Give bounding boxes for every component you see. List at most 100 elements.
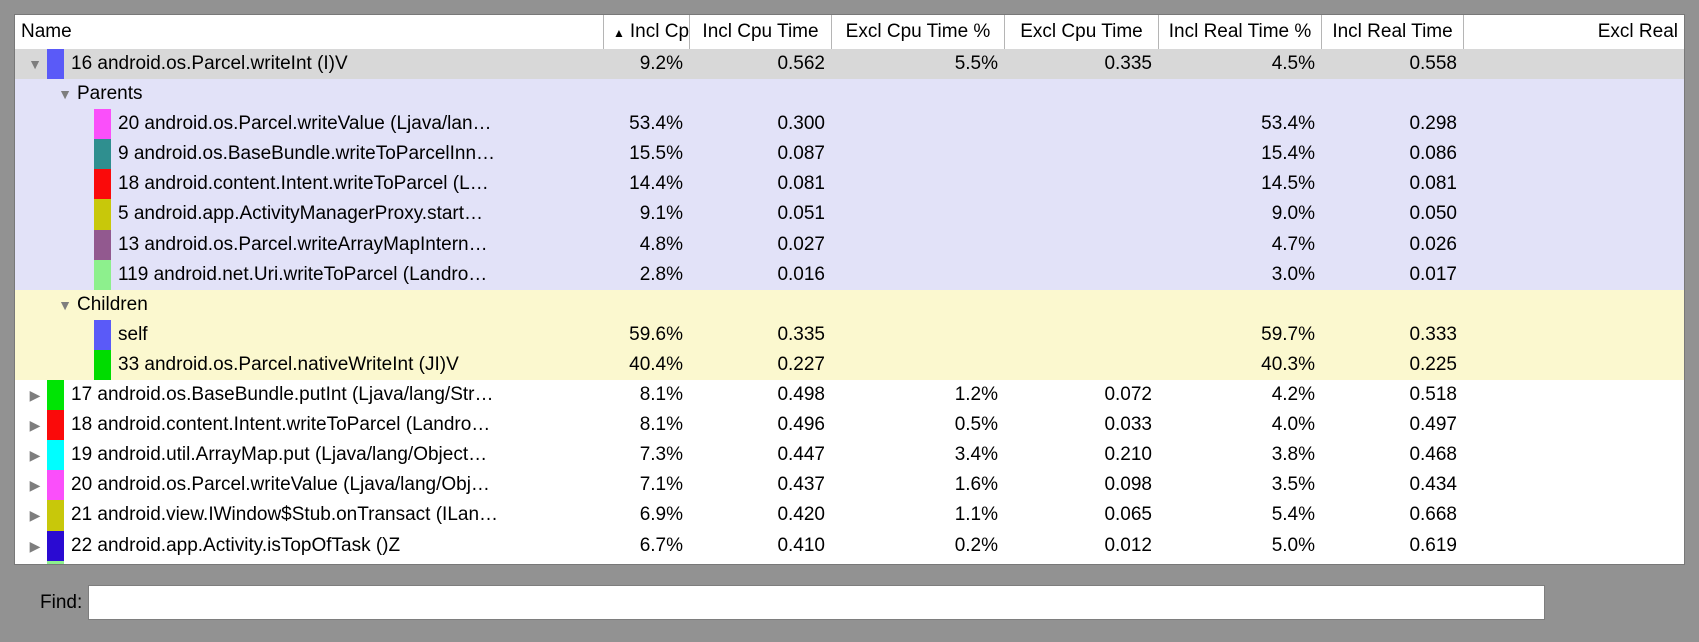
value-cell: 0.227 — [777, 353, 825, 375]
collapse-triangle-icon[interactable]: ▼ — [58, 296, 72, 313]
value-cell — [831, 79, 1004, 109]
name-cell: ▶ 22 android.app.Activity.isTopOfTask ()Z — [15, 530, 603, 561]
value-cell: 0.668 — [1409, 504, 1457, 526]
table-row[interactable]: ▶ 22 android.app.Activity.isTopOfTask ()Z… — [15, 530, 1684, 561]
column-header-label: Incl Real Time % — [1168, 21, 1312, 42]
method-name: 16 android.os.Parcel.writeInt (I)V — [71, 53, 348, 74]
expand-triangle-icon[interactable]: ▶ — [29, 387, 41, 404]
value-cell — [1004, 260, 1158, 290]
value-cell — [1463, 470, 1469, 500]
expand-triangle-icon[interactable]: ▶ — [29, 477, 41, 494]
value-cell — [1004, 199, 1158, 229]
find-input[interactable] — [88, 585, 1545, 620]
value-cell: 0.072 — [1104, 384, 1152, 406]
value-cell — [831, 109, 1004, 139]
method-name: 22 android.app.Activity.isTopOfTask ()Z — [71, 534, 401, 556]
value-cell — [1463, 199, 1469, 229]
value-cell — [1004, 320, 1158, 350]
table-row[interactable]: ▶ 19 android.util.ArrayMap.put (Ljava/lan… — [15, 440, 1684, 471]
table-row[interactable]: 13 android.os.Parcel.writeArrayMapIntern… — [15, 229, 1684, 260]
method-name: 20 android.os.Parcel.writeValue (Ljava/l… — [118, 113, 492, 135]
value-cell — [1463, 440, 1469, 470]
table-row[interactable]: 18 android.content.Intent.writeToParcel … — [15, 169, 1684, 200]
value-cell: 0.410 — [777, 534, 825, 556]
sort-ascending-icon: ▲ — [613, 26, 625, 40]
expand-triangle-icon[interactable]: ▶ — [29, 447, 41, 464]
method-color-swatch — [94, 139, 111, 170]
value-cell — [1004, 290, 1158, 320]
value-cell: 8.1% — [639, 414, 683, 436]
value-cell: 3.5% — [1271, 474, 1315, 496]
table-row[interactable]: 119 android.net.Uri.writeToParcel (Landr… — [15, 259, 1684, 290]
section-row-children[interactable]: ▼ Children — [15, 289, 1684, 320]
value-cell — [603, 561, 689, 564]
value-cell — [1463, 139, 1469, 169]
indent-spacer — [23, 320, 94, 350]
table-row[interactable]: 20 android.os.Parcel.writeValue (Ljava/l… — [15, 109, 1684, 140]
value-cell: 14.4% — [629, 173, 683, 195]
indent-spacer — [23, 230, 94, 260]
value-cell — [1463, 531, 1469, 561]
column-header-excl-real[interactable]: Excl Real — [1463, 15, 1684, 49]
table-row[interactable]: ▶ 17 android.os.BaseBundle.putInt (Ljava/… — [15, 380, 1684, 411]
value-cell: 0.012 — [1104, 534, 1152, 556]
method-name: 19 android.util.ArrayMap.put (Ljava/lang… — [71, 444, 488, 466]
column-header-excl-cpu-time-[interactable]: Excl Cpu Time % — [831, 15, 1004, 49]
table-row[interactable]: ▶ 21 android.view.IWindow$Stub.onTransact… — [15, 500, 1684, 531]
section-label: Children — [77, 293, 148, 315]
table-row[interactable]: 9 android.os.BaseBundle.writeToParcelInn… — [15, 139, 1684, 170]
expand-triangle-icon[interactable] — [23, 561, 47, 564]
table-row[interactable]: ▼ 16 android.os.Parcel.writeInt (I)V 9.2% 0… — [15, 49, 1684, 80]
section-row-parents[interactable]: ▼ Parents — [15, 79, 1684, 110]
name-cell: ▶ 21 android.view.IWindow$Stub.onTransact… — [15, 500, 603, 531]
value-cell — [1158, 561, 1321, 564]
value-cell: 0.447 — [777, 444, 825, 466]
table-row[interactable]: 33 android.os.Parcel.nativeWriteInt (JI)… — [15, 349, 1684, 381]
expand-triangle-icon[interactable]: ▶ — [29, 537, 41, 554]
column-header-incl-cpu-time[interactable]: Incl Cpu Time — [689, 15, 831, 49]
indent-spacer — [23, 290, 53, 320]
value-cell: 0.081 — [777, 173, 825, 195]
table-row[interactable] — [15, 560, 1684, 564]
value-cell: 53.4% — [1261, 113, 1315, 135]
table-row[interactable]: self 59.6% 0.335 59.7% 0.333 — [15, 319, 1684, 350]
value-cell: 40.4% — [629, 353, 683, 375]
value-cell: 15.5% — [629, 143, 683, 165]
expand-triangle-icon[interactable]: ▶ — [29, 417, 41, 434]
value-cell — [1463, 260, 1469, 290]
name-cell: 18 android.content.Intent.writeToParcel … — [15, 169, 603, 200]
value-cell — [1463, 320, 1469, 350]
expand-triangle-icon[interactable]: ▶ — [29, 507, 41, 524]
method-color-swatch — [94, 109, 111, 140]
table-row[interactable]: ▶ 18 android.content.Intent.writeToParcel… — [15, 410, 1684, 441]
value-cell — [1004, 230, 1158, 260]
method-color-swatch — [94, 259, 111, 290]
collapse-triangle-icon[interactable]: ▼ — [28, 56, 42, 72]
value-cell: 8.1% — [639, 384, 683, 406]
column-header-incl-real-time-[interactable]: Incl Real Time % — [1158, 15, 1321, 49]
name-cell: 33 android.os.Parcel.nativeWriteInt (JI)… — [15, 349, 603, 381]
value-cell: 2.8% — [639, 263, 683, 285]
method-name — [71, 561, 603, 564]
name-cell: ▶ 20 android.os.Parcel.writeValue (Ljava/… — [15, 470, 603, 501]
column-header-incl-real-time[interactable]: Incl Real Time — [1321, 15, 1463, 49]
value-cell — [1463, 380, 1469, 410]
value-cell — [1463, 500, 1469, 530]
table-row[interactable]: ▶ 20 android.os.Parcel.writeValue (Ljava/… — [15, 470, 1684, 501]
column-header-excl-cpu-time[interactable]: Excl Cpu Time — [1004, 15, 1158, 49]
value-cell — [1158, 79, 1321, 109]
table-row[interactable]: 5 android.app.ActivityManagerProxy.start… — [15, 199, 1684, 230]
value-cell: 3.4% — [954, 444, 998, 466]
column-header-incl-cpu-tir[interactable]: ▲ Incl Cpu Tir — [603, 15, 689, 49]
value-cell: 1.1% — [954, 504, 998, 526]
value-cell: 0.497 — [1409, 414, 1457, 436]
column-header-name[interactable]: Name — [15, 15, 603, 49]
value-cell: 0.210 — [1104, 444, 1152, 466]
value-cell — [1321, 561, 1463, 564]
value-cell: 0.026 — [1409, 233, 1457, 255]
value-cell: 0.027 — [777, 233, 825, 255]
method-name: 9 android.os.BaseBundle.writeToParcelInn… — [118, 143, 496, 165]
value-cell — [831, 230, 1004, 260]
collapse-triangle-icon[interactable]: ▼ — [58, 86, 72, 103]
value-cell: 4.0% — [1271, 414, 1315, 436]
